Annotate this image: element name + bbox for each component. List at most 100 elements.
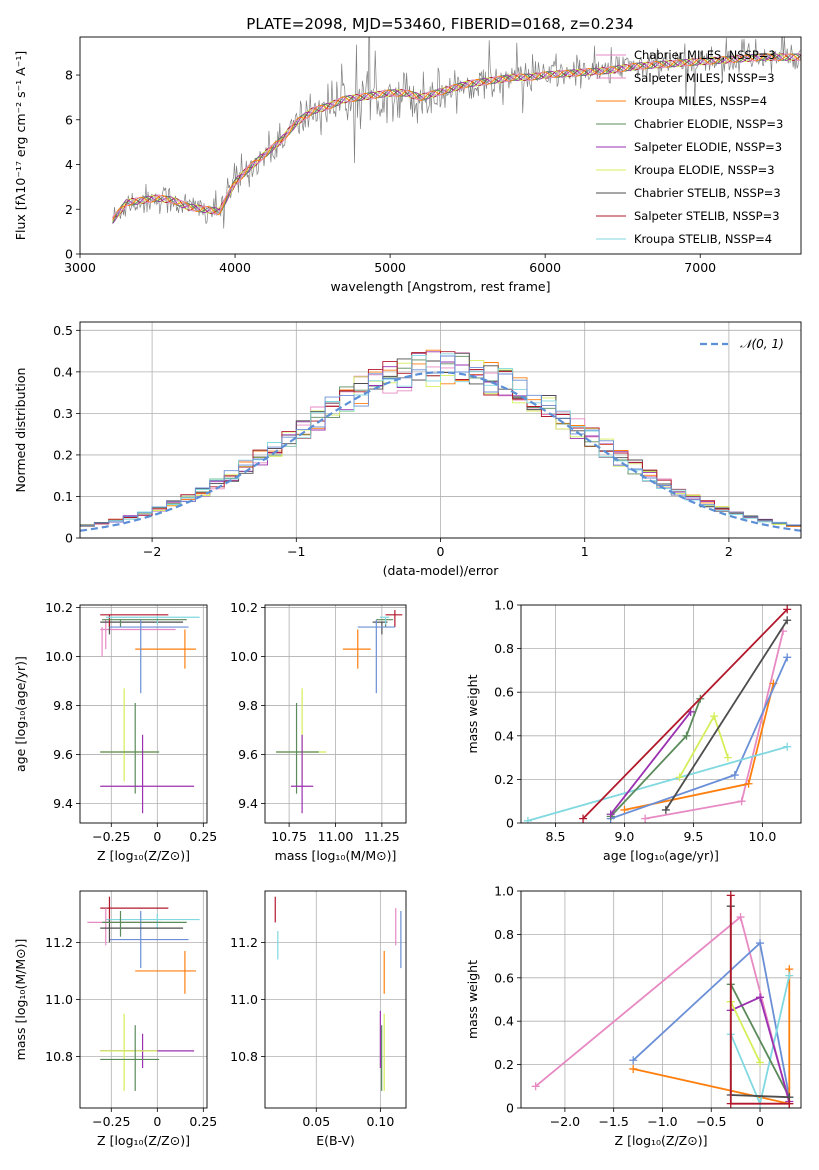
mass-weight-marker	[783, 742, 792, 751]
mass-weight-marker	[629, 1056, 638, 1065]
mass-weight-line	[527, 745, 788, 822]
x-axis-label: Z [log₁₀(Z/Z⊙)]	[97, 848, 190, 863]
y-tick-label: 10.0	[45, 649, 73, 664]
legend-entry: Kroupa ELODIE, NSSP=3	[634, 163, 775, 177]
model-spectrum-line	[112, 53, 801, 221]
y-tick-label: 0.8	[494, 927, 514, 942]
legend-entry: Salpeter ELODIE, NSSP=3	[634, 140, 782, 154]
legend: Chabrier MILES, NSSP=3 Salpeter MILES, NS…	[596, 48, 783, 246]
y-tick-label: 9.6	[53, 747, 73, 762]
mass-weight-marker	[726, 891, 735, 900]
x-tick-label: 0	[756, 1114, 764, 1129]
residual-histogram-step	[80, 355, 801, 527]
legend-entry: 𝒩(0, 1)	[740, 337, 784, 351]
y-tick-label: 9.4	[238, 796, 258, 811]
x-tick-label: 11.00	[318, 829, 354, 844]
y-tick-label: 10.2	[45, 600, 73, 615]
y-tick-label: 11.0	[45, 992, 73, 1007]
model-spectrum-line	[112, 53, 801, 218]
axes-frame	[79, 36, 802, 255]
x-tick-label: 0	[153, 829, 161, 844]
y-tick-label: 6	[65, 112, 73, 127]
y-axis-label: Flux [fλ10⁻¹⁷ erg cm⁻² s⁻¹ A⁻¹]	[13, 51, 28, 240]
x-tick-label: 0	[153, 1114, 161, 1129]
x-tick-label: 10.75	[271, 829, 307, 844]
mass-weight-marker	[783, 653, 792, 662]
x-tick-label: −1.0	[647, 1114, 677, 1129]
y-tick-label: 11.2	[230, 935, 258, 950]
gaussian-reference-line	[80, 371, 801, 532]
x-tick-label: 7000	[684, 260, 716, 275]
mass-weight-marker	[737, 797, 746, 806]
y-tick-label: 0.5	[53, 323, 73, 338]
mass-weight-marker	[736, 913, 745, 922]
y-tick-label: 2	[65, 202, 73, 217]
y-tick-label: 11.2	[45, 935, 73, 950]
y-tick-label: 9.8	[238, 698, 258, 713]
mass-weight-marker	[756, 1058, 765, 1067]
mass-weight-marker	[620, 805, 629, 814]
mass-weight-marker	[730, 771, 739, 780]
x-tick-label: 0.25	[189, 829, 217, 844]
legend-entry: Chabrier MILES, NSSP=3	[634, 48, 776, 62]
y-tick-label: 0.8	[494, 641, 514, 656]
panel-age_vs_mass: 10.75 11.00 11.25 9.4 9.6 9.8 10.0 10.2 mass [lo…	[230, 600, 407, 863]
axes-frame	[79, 890, 208, 1109]
x-tick-label: 9.5	[683, 829, 703, 844]
plot-area	[265, 891, 406, 1108]
y-tick-label: 0.2	[494, 1057, 514, 1072]
panel-age_vs_Z: −0.25 0 0.25 9.4 9.6 9.8 10.0 10.2 Z [log₁₀(Z/Z⊙…	[13, 600, 217, 863]
y-tick-label: 1.0	[494, 598, 514, 613]
plot-area	[265, 605, 406, 823]
y-tick-label: 0.6	[494, 685, 514, 700]
y-axis-label: age [log₁₀(age/yr)]	[13, 656, 28, 772]
model-spectrum-line	[112, 53, 801, 224]
x-tick-label: −2	[143, 544, 161, 559]
y-tick-label: 0.1	[53, 489, 73, 504]
legend-entry: Salpeter STELIB, NSSP=3	[634, 209, 780, 223]
plot-area	[80, 891, 207, 1108]
y-tick-label: 9.4	[53, 796, 73, 811]
x-tick-label: 9.0	[615, 829, 635, 844]
mass-weight-marker	[756, 993, 765, 1002]
model-spectrum-line	[112, 53, 801, 224]
panel-massweight_vs_age: 8.5 9.0 9.5 10.0 0 0.2 0.4 0.6 0.8 1.0 age [log₁₀(…	[465, 598, 802, 863]
legend-entry: Chabrier STELIB, NSSP=3	[634, 186, 781, 200]
y-tick-label: 10.0	[230, 649, 258, 664]
plot-area	[80, 322, 801, 538]
panel-residuals: −2 −1 0 1 2 0 0.1 0.2 0.3 0.4 0.5 (data-model)/erro…	[13, 321, 802, 578]
x-tick-label: 3000	[64, 260, 96, 275]
y-axis-label: mass weight	[465, 674, 480, 753]
mass-weight-marker	[710, 712, 719, 721]
y-tick-label: 1.0	[494, 884, 514, 899]
mass-weight-marker	[723, 753, 732, 762]
mass-weight-marker	[785, 1099, 794, 1108]
x-axis-label: wavelength [Angstrom, rest frame]	[330, 279, 550, 294]
mass-weight-marker	[523, 816, 532, 823]
axes-frame	[520, 604, 802, 824]
y-tick-label: 10.8	[230, 1049, 258, 1064]
x-tick-label: −0.25	[92, 829, 130, 844]
y-tick-label: 10.2	[230, 600, 258, 615]
y-tick-label: 0.4	[53, 364, 73, 379]
panel-spectrum: 3000 4000 5000 6000 7000 0 2 4 6 8 wavelength [Ang…	[13, 36, 802, 294]
y-tick-label: 4	[65, 157, 73, 172]
mass-weight-marker	[629, 1064, 638, 1073]
y-tick-label: 0.2	[53, 447, 73, 462]
panel-mass_vs_Z: −0.25 0 0.25 10.8 11.0 11.2 Z [log₁₀(Z/Z⊙)] mas…	[13, 890, 217, 1148]
mass-weight-marker	[682, 731, 691, 740]
axes-frame	[264, 604, 407, 824]
y-tick-label: 0.3	[53, 406, 73, 421]
y-tick-label: 0	[65, 247, 73, 262]
mass-weight-marker	[783, 605, 792, 614]
x-tick-label: 5000	[374, 260, 406, 275]
legend-entry: Salpeter MILES, NSSP=3	[634, 71, 775, 85]
x-tick-label: 1	[581, 544, 589, 559]
x-axis-label: age [log₁₀(age/yr)]	[603, 848, 719, 863]
mass-weight-marker	[641, 814, 650, 823]
mass-weight-marker	[579, 814, 588, 823]
observed-spectrum-line	[112, 37, 801, 229]
mass-weight-marker	[756, 939, 765, 948]
legend-entry: Kroupa MILES, NSSP=4	[634, 94, 767, 108]
mass-weight-line	[665, 619, 788, 811]
